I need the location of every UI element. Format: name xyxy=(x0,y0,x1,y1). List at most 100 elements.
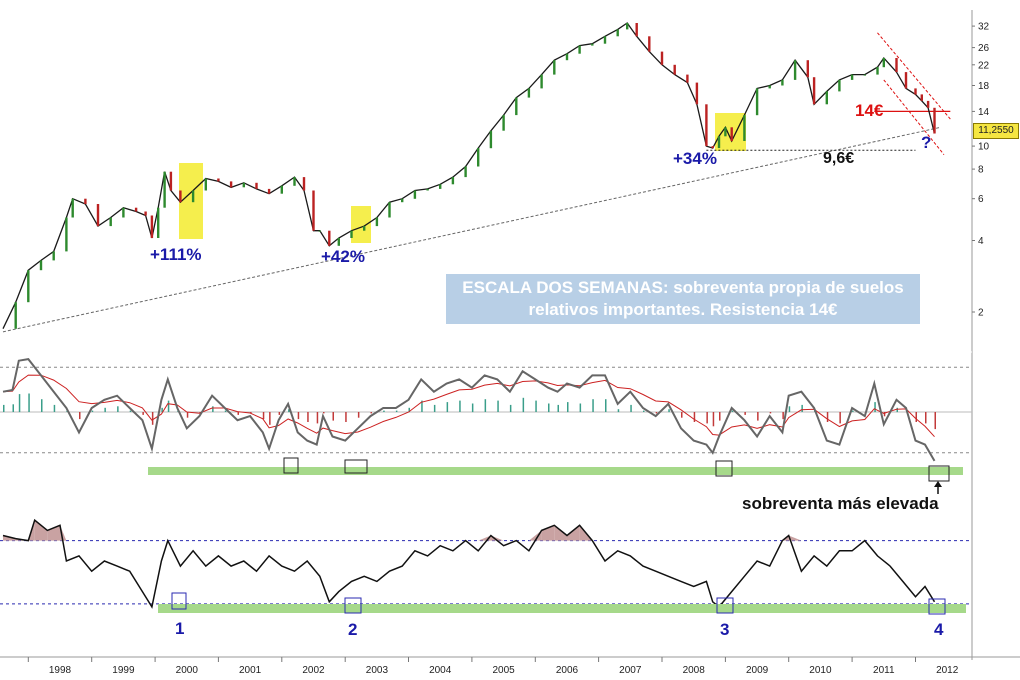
price-candle xyxy=(388,202,391,218)
price-candle xyxy=(328,230,331,246)
price-candle xyxy=(109,217,112,227)
marker-box xyxy=(283,457,299,474)
arrow-head xyxy=(934,481,942,487)
price-candle xyxy=(217,178,220,182)
price-panel xyxy=(2,22,951,333)
price-candle xyxy=(502,115,505,131)
price-candle xyxy=(267,188,271,194)
osc1-histogram-bar xyxy=(186,412,189,418)
osc1-histogram-bar xyxy=(151,412,154,425)
price-candle xyxy=(793,60,797,80)
osc1-histogram-bar xyxy=(605,399,607,412)
price-candle xyxy=(337,238,340,246)
osc1-histogram-bar xyxy=(693,412,696,422)
y-tick-label: 8 xyxy=(978,165,984,176)
price-candle xyxy=(705,104,708,147)
price-candle xyxy=(401,198,404,203)
price-candle xyxy=(591,43,594,46)
price-candle xyxy=(920,94,923,101)
bottom-annotation: sobreventa más elevada xyxy=(742,494,939,513)
y-tick-label: 26 xyxy=(978,43,990,54)
osc1-histogram-bar xyxy=(706,412,708,424)
price-candle xyxy=(850,74,854,80)
osc1-histogram-bar xyxy=(3,404,5,412)
price-candle xyxy=(157,207,160,238)
last-price-tag: 11,2550 xyxy=(973,123,1019,139)
osc2-overbought-fill xyxy=(541,525,555,541)
osc1-histogram-bar xyxy=(883,412,886,417)
y-tick-label: 32 xyxy=(978,22,990,33)
price-candle xyxy=(163,171,166,208)
price-candle xyxy=(84,198,87,204)
annotation-pct: +42% xyxy=(321,247,365,266)
osc1-histogram-bar xyxy=(262,412,265,420)
osc1-histogram-bar xyxy=(12,404,14,412)
osc1-histogram-bar xyxy=(269,412,271,425)
x-tick-label: 2002 xyxy=(302,665,325,676)
osc2-overbought-fill xyxy=(566,525,580,541)
osc1-histogram-bar xyxy=(332,412,334,421)
x-tick-label: 1999 xyxy=(112,665,135,676)
y-tick-label: 10 xyxy=(978,142,990,153)
osc1-histogram-bar xyxy=(250,412,252,414)
price-candle xyxy=(717,136,721,149)
price-candle xyxy=(527,88,531,98)
price-candle xyxy=(768,85,771,89)
price-candle xyxy=(616,29,619,37)
osc1-histogram-bar xyxy=(934,412,936,430)
osc1-histogram-bar xyxy=(535,400,537,412)
price-candle xyxy=(179,190,182,203)
price-candle xyxy=(876,67,879,75)
osc1-histogram-bar xyxy=(161,407,163,413)
osc1-histogram-bar xyxy=(288,409,290,413)
point-label: 3 xyxy=(720,620,729,639)
osc1-line xyxy=(2,358,936,462)
price-candle xyxy=(375,217,379,227)
price-candle xyxy=(312,190,315,231)
osc1-histogram-bar xyxy=(167,400,170,412)
annotation-pct: +111% xyxy=(150,245,202,264)
price-candle xyxy=(229,181,233,188)
price-candle xyxy=(648,36,651,52)
osc1-histogram-bar xyxy=(567,402,569,413)
osc1-histogram-bar xyxy=(925,412,927,424)
y-tick-label: 2 xyxy=(978,308,984,319)
osc1-histogram-bar xyxy=(643,410,645,412)
x-tick-label: 2009 xyxy=(746,665,769,676)
x-tick-label: 2000 xyxy=(176,665,199,676)
price-candle xyxy=(242,182,245,188)
x-tick-label: 2006 xyxy=(556,665,579,676)
osc1-histogram-bar xyxy=(408,407,410,413)
price-candle xyxy=(515,97,518,116)
oscillator-1-panel xyxy=(0,358,972,462)
osc1-histogram-bar xyxy=(383,410,385,412)
x-tick-label: 2007 xyxy=(619,665,642,676)
price-candle xyxy=(96,204,100,227)
osc1-histogram-bar xyxy=(579,403,582,413)
osc1-histogram-bar xyxy=(307,412,309,422)
osc1-histogram-bar xyxy=(129,410,132,412)
price-candle xyxy=(806,60,809,78)
osc1-histogram-bar xyxy=(681,412,683,418)
osc1-histogram-bar xyxy=(18,394,21,413)
marker-box xyxy=(171,592,187,610)
osc1-histogram-bar xyxy=(782,412,784,420)
x-tick-label: 2004 xyxy=(429,665,452,676)
channel-line xyxy=(877,32,951,120)
y-tick-label: 22 xyxy=(978,60,990,71)
y-tick-label: 18 xyxy=(978,81,990,92)
price-candle xyxy=(293,177,296,186)
osc1-histogram-bar xyxy=(357,412,360,418)
osc1-histogram-bar xyxy=(744,412,746,415)
osc1-histogram-bar xyxy=(323,412,325,414)
price-candle xyxy=(439,184,442,189)
price-candle xyxy=(65,217,68,252)
highlight-2002 xyxy=(351,206,371,243)
point-label: 4 xyxy=(934,620,944,639)
price-candle xyxy=(904,72,908,89)
osc2-overbought-fill xyxy=(490,535,504,541)
osc1-histogram-bar xyxy=(592,399,594,412)
x-tick-labels: 1998 1999 2000 2001 2002 2003 2004 2005 2006 2007… xyxy=(27,657,959,676)
marker-box xyxy=(715,460,733,477)
osc1-histogram-bar xyxy=(471,403,474,413)
